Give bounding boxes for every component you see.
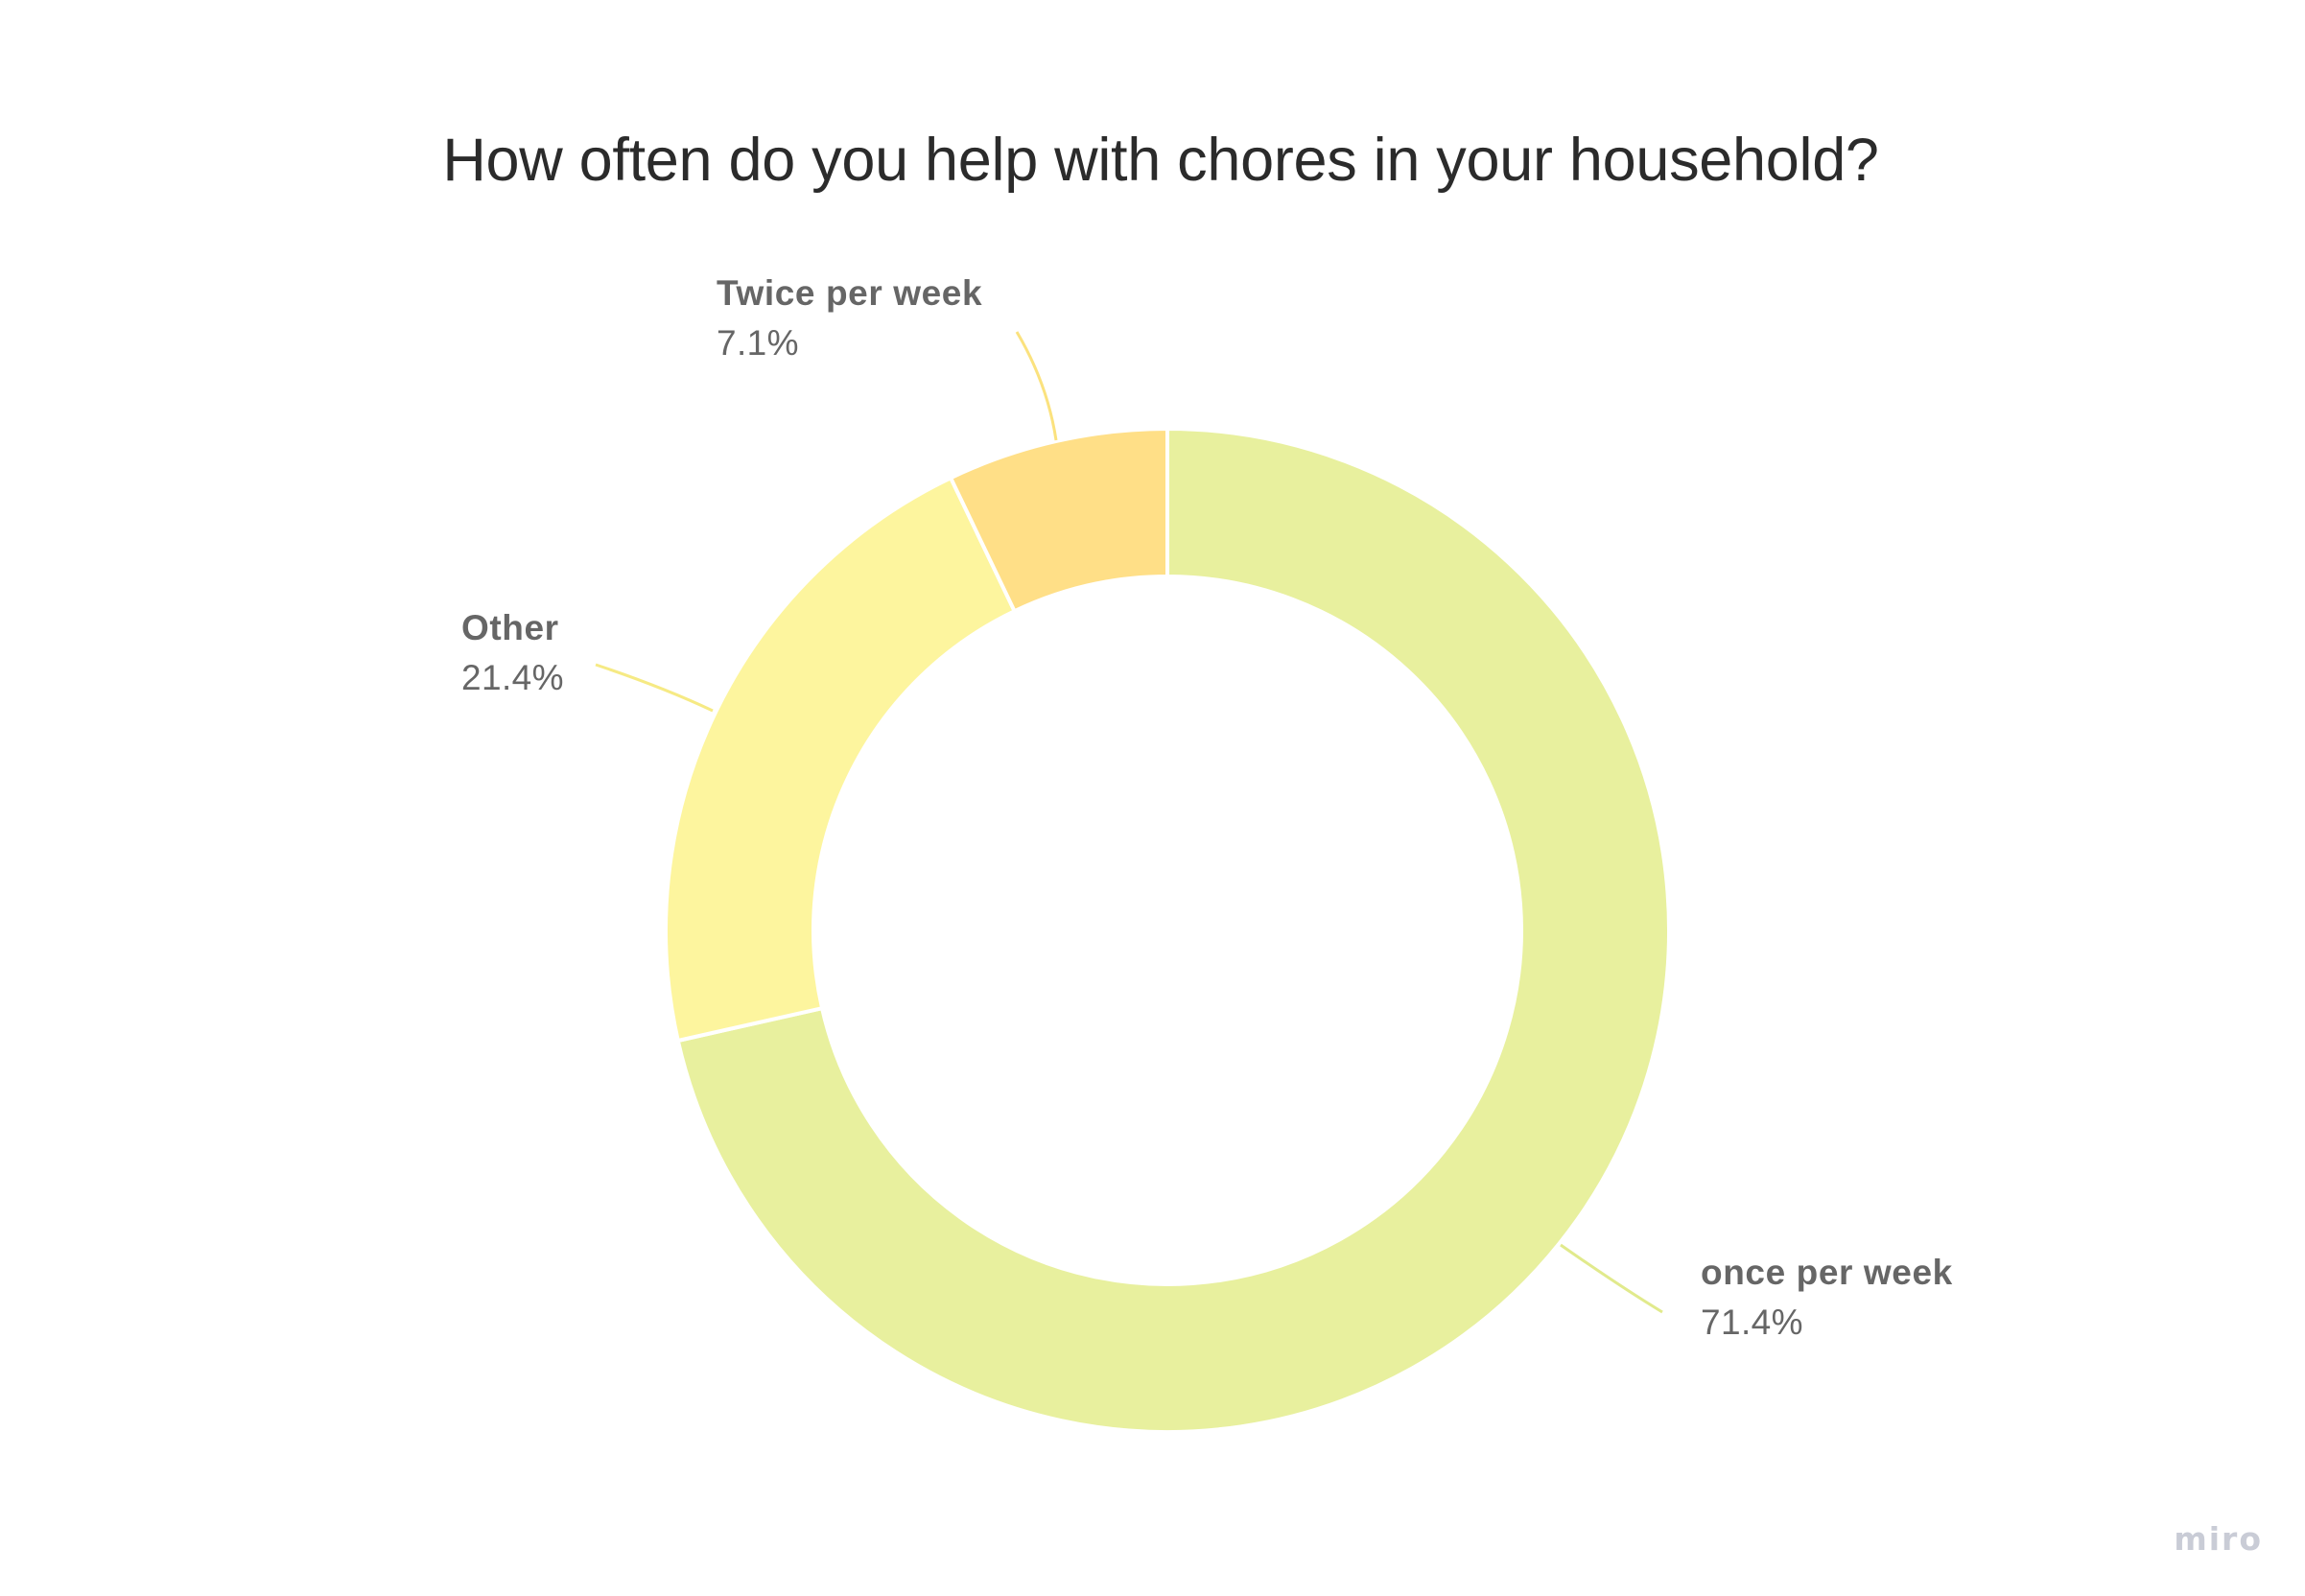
chart-title: How often do you help with chores in you… xyxy=(442,127,1879,194)
slice-value-other: 21.4% xyxy=(461,658,564,697)
donut-slices xyxy=(664,427,1671,1434)
leader-line-twice-per-week xyxy=(1015,331,1058,441)
miro-watermark: miro xyxy=(2174,1520,2263,1558)
leader-line-other xyxy=(595,663,714,713)
slice-once-per-week xyxy=(675,427,1671,1434)
slice-value-twice-per-week: 7.1% xyxy=(717,323,799,363)
slice-labels: once per week 71.4% Other 21.4% Twice per we… xyxy=(461,273,1953,1342)
leader-lines xyxy=(595,331,1663,1314)
slice-label-twice-per-week: Twice per week xyxy=(717,273,982,313)
slice-label-once-per-week: once per week xyxy=(1701,1253,1953,1292)
leader-line-once-per-week xyxy=(1560,1243,1663,1314)
slice-label-other: Other xyxy=(461,608,559,647)
slice-other xyxy=(664,476,1017,1043)
slice-value-once-per-week: 71.4% xyxy=(1701,1303,1803,1342)
slice-twice-per-week xyxy=(949,427,1169,614)
